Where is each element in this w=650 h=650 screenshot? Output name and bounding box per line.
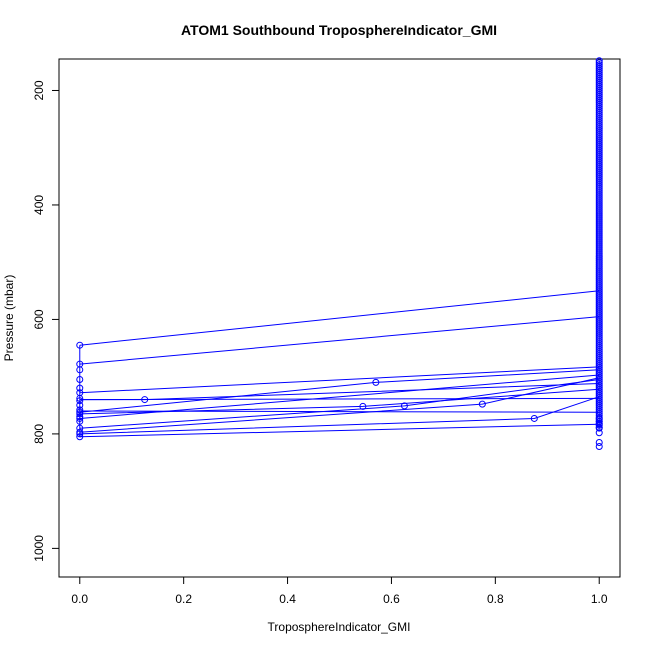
- x-axis-label: TroposphereIndicator_GMI: [268, 620, 411, 634]
- data-point: [76, 410, 84, 418]
- data-point: [400, 402, 408, 410]
- series-line: [79, 396, 600, 435]
- series-line: [79, 316, 600, 365]
- x-axis: 0.0 0.2 0.4 0.6 0.8 1.0: [71, 577, 608, 606]
- y-axis-label: Pressure (mbar): [2, 275, 16, 362]
- series-line: [79, 369, 600, 413]
- chart-title: ATOM1 Southbound TroposphereIndicator_GM…: [181, 22, 497, 38]
- series-line: [79, 423, 600, 438]
- data-point: [595, 442, 603, 450]
- data-point: [76, 406, 84, 414]
- x-tick-label: 0.0: [71, 592, 88, 606]
- data-point: [76, 414, 84, 422]
- data-point: [359, 402, 367, 410]
- data-point: [76, 430, 84, 438]
- plot-frame: [58, 58, 621, 578]
- data-point: [76, 341, 84, 349]
- series-line: [79, 379, 600, 429]
- data-point: [595, 429, 603, 437]
- data-point: [76, 417, 84, 425]
- data-point: [76, 384, 84, 392]
- data-point: [76, 366, 84, 374]
- data-point: [595, 438, 603, 446]
- y-tick-label: 400: [32, 195, 46, 215]
- x-tick-label: 1.0: [591, 592, 608, 606]
- x-tick-label: 0.8: [487, 592, 504, 606]
- data-point: [530, 414, 538, 422]
- data-point: [76, 397, 84, 405]
- points-layer: [76, 57, 603, 450]
- data-point: [76, 401, 84, 409]
- data-point: [478, 400, 486, 408]
- y-tick-label: 200: [32, 80, 46, 100]
- data-point: [372, 378, 380, 386]
- series-line: [79, 410, 600, 413]
- y-axis: 200 400 600 800 1000: [32, 80, 59, 562]
- data-point: [76, 433, 84, 441]
- y-tick-label: 600: [32, 309, 46, 329]
- series-layer: [79, 60, 600, 438]
- x-tick-label: 0.6: [383, 592, 400, 606]
- data-point: [595, 420, 603, 428]
- y-tick-label: 800: [32, 424, 46, 444]
- series-line: [79, 366, 600, 394]
- data-point: [76, 376, 84, 384]
- x-tick-label: 0.4: [279, 592, 296, 606]
- x-tick-label: 0.2: [175, 592, 192, 606]
- y-tick-label: 1000: [32, 535, 46, 562]
- data-point: [141, 396, 149, 404]
- series-line: [79, 290, 600, 346]
- data-point: [76, 394, 84, 402]
- series-line: [79, 397, 600, 401]
- series-line: [79, 377, 600, 433]
- data-point: [595, 417, 603, 425]
- data-point: [595, 424, 603, 432]
